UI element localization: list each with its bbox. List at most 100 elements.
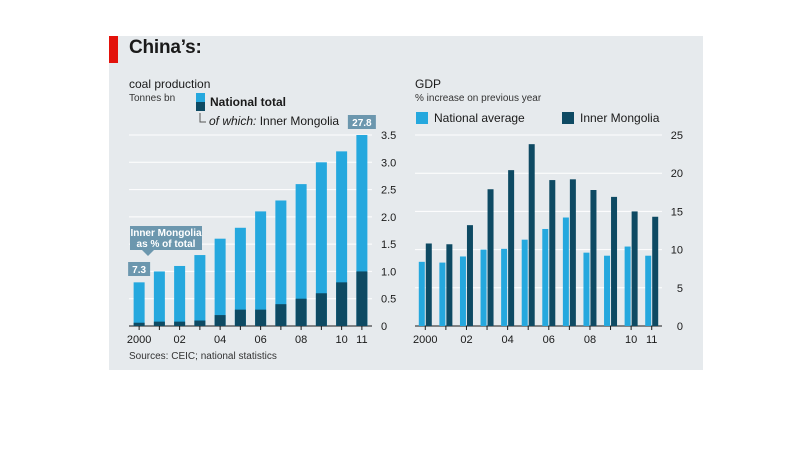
- bar-national-total: [214, 238, 226, 326]
- bar-inner-mongolia-gdp: [631, 211, 638, 326]
- y-tick-label: 20: [671, 168, 683, 180]
- bar-inner-mongolia: [133, 322, 145, 326]
- y-tick-label: 0.5: [381, 294, 396, 306]
- badge-last: [347, 115, 376, 129]
- bar-inner-mongolia-gdp: [425, 243, 432, 326]
- bar-national-total: [133, 282, 145, 326]
- annotation-line-1: Inner Mongolia: [130, 228, 202, 239]
- x-tick-label: 08: [295, 334, 307, 346]
- bar-national-total: [315, 162, 327, 326]
- x-tick-label: 04: [214, 334, 226, 346]
- x-tick-label: 2000: [127, 334, 151, 346]
- bar-national-total: [234, 227, 246, 326]
- bar-inner-mongolia: [153, 321, 165, 326]
- bar-inner-mongolia: [275, 304, 287, 326]
- bar-national-total: [356, 135, 368, 326]
- legend-swatch-inner-mongolia-gdp: [562, 112, 574, 124]
- legend-swatch-inner-mongolia: [196, 102, 205, 111]
- bar-national-total: [275, 200, 287, 326]
- bar-national-average: [501, 248, 508, 326]
- badge-first-value: 7.3: [132, 265, 146, 276]
- x-tick-label: 10: [625, 334, 637, 346]
- bar-national-total: [295, 184, 307, 326]
- bar-inner-mongolia-gdp: [590, 190, 597, 326]
- y-tick-label: 5: [677, 283, 683, 295]
- y-tick-label: 2.0: [381, 212, 396, 224]
- bar-inner-mongolia: [315, 293, 327, 326]
- bar-inner-mongolia: [255, 309, 267, 326]
- legend-label-national-average: National average: [434, 111, 525, 125]
- y-tick-label: 0: [381, 321, 387, 333]
- chart-panel: [109, 36, 703, 370]
- bar-national-average: [480, 249, 487, 326]
- x-tick-label: 04: [502, 334, 514, 346]
- x-tick-label: 2000: [413, 334, 437, 346]
- coal-chart-title: coal production: [129, 77, 211, 91]
- annotation-line-2: as % of total: [137, 239, 196, 250]
- bar-national-average: [459, 256, 466, 326]
- y-tick-label: 0: [677, 321, 683, 333]
- y-tick-label: 3.5: [381, 130, 396, 142]
- bar-national-average: [604, 255, 611, 326]
- badge-last-value: 27.8: [352, 118, 372, 129]
- bar-national-average: [521, 239, 528, 326]
- bar-inner-mongolia: [194, 320, 206, 326]
- bar-inner-mongolia: [336, 282, 348, 326]
- x-tick-label: 08: [584, 334, 596, 346]
- bar-inner-mongolia-gdp: [611, 196, 618, 326]
- annotation-box: [130, 226, 202, 250]
- bar-national-total: [174, 265, 186, 326]
- bar-inner-mongolia-gdp: [446, 244, 453, 326]
- bar-inner-mongolia-gdp: [487, 189, 494, 326]
- bar-inner-mongolia-gdp: [569, 179, 576, 326]
- legend-swatch-national-average: [416, 112, 428, 124]
- red-accent-tab: [109, 36, 118, 63]
- y-tick-label: 1.0: [381, 266, 396, 278]
- x-tick-label: 06: [543, 334, 555, 346]
- bar-national-average: [624, 246, 631, 326]
- y-tick-label: 25: [671, 130, 683, 142]
- x-tick-label: 10: [336, 334, 348, 346]
- legend-label-inner-mongolia: of which: Inner Mongolia: [209, 114, 339, 128]
- bar-national-average: [583, 252, 590, 326]
- source-note: Sources: CEIC; national statistics: [129, 351, 277, 362]
- gdp-chart-unit: % increase on previous year: [415, 93, 542, 104]
- bar-national-average: [542, 228, 549, 326]
- legend-label-national: National total: [210, 95, 286, 109]
- bar-inner-mongolia: [174, 321, 186, 326]
- bar-national-total: [153, 271, 165, 326]
- legend-label-inner-mongolia-gdp: Inner Mongolia: [580, 111, 660, 125]
- y-tick-label: 1.5: [381, 239, 396, 251]
- legend-swatch-national: [196, 93, 205, 102]
- bar-inner-mongolia-gdp: [466, 225, 473, 326]
- annotation-pointer: [142, 250, 154, 256]
- bar-inner-mongolia: [214, 315, 226, 326]
- y-tick-label: 3.0: [381, 157, 396, 169]
- bar-inner-mongolia: [234, 309, 246, 326]
- bar-inner-mongolia-gdp: [528, 144, 535, 326]
- y-tick-label: 10: [671, 245, 683, 257]
- x-tick-label: 11: [646, 334, 657, 346]
- y-tick-label: 2.5: [381, 185, 396, 197]
- x-tick-label: 11: [356, 334, 367, 346]
- bar-national-total: [194, 255, 206, 326]
- gdp-chart-title: GDP: [415, 77, 442, 91]
- page-title: China’s:: [129, 37, 202, 58]
- bar-national-average: [645, 255, 652, 326]
- bar-inner-mongolia: [295, 298, 307, 326]
- x-tick-label: 02: [174, 334, 186, 346]
- bar-inner-mongolia: [356, 271, 368, 326]
- bar-inner-mongolia-gdp: [508, 170, 515, 326]
- x-tick-label: 06: [255, 334, 267, 346]
- bar-inner-mongolia-gdp: [549, 180, 556, 326]
- coal-chart-unit: Tonnes bn: [129, 93, 176, 104]
- bar-national-average: [562, 217, 569, 326]
- legend-bracket: [199, 113, 206, 123]
- x-tick-label: 02: [460, 334, 472, 346]
- bar-national-total: [336, 151, 348, 326]
- badge-first: [128, 262, 151, 276]
- legend-prefix: of which:: [209, 114, 256, 128]
- y-tick-label: 15: [671, 206, 683, 218]
